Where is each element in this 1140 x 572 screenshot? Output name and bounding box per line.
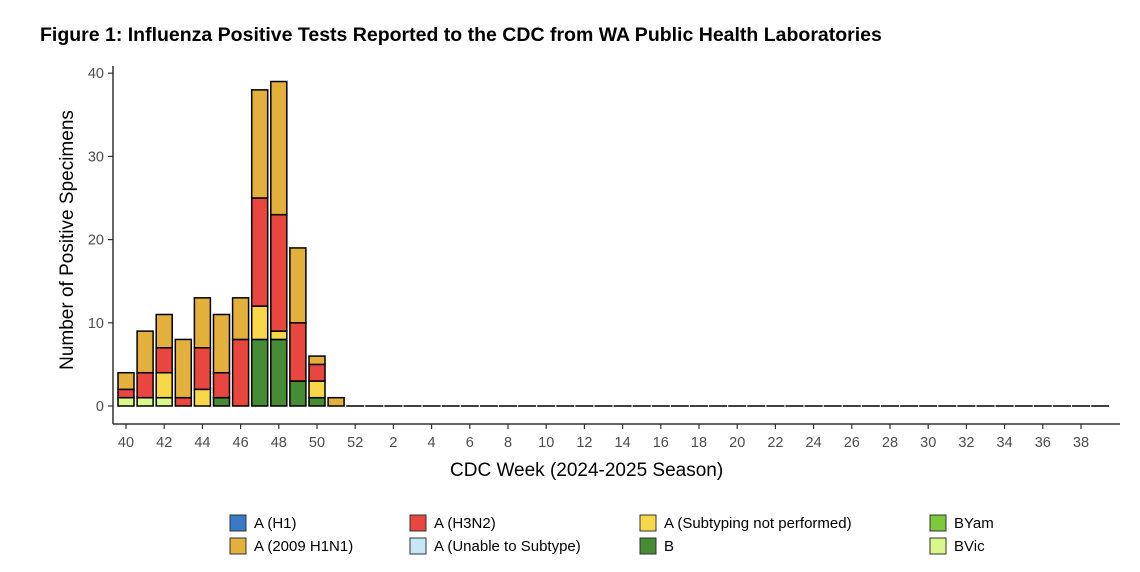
- x-tick-label: 46: [233, 435, 249, 451]
- x-tick-label: 40: [118, 435, 134, 451]
- bar-week-48-a-h3n2-: [270, 213, 288, 332]
- bar-week-51-a-2009-h1n1-: [327, 396, 345, 407]
- x-tick-label: 10: [538, 435, 554, 451]
- legend-label: BVic: [954, 538, 985, 555]
- chart-title: Figure 1: Influenza Positive Tests Repor…: [40, 24, 882, 46]
- x-tick-label: 4: [428, 435, 436, 451]
- bar-week-47-a-h3n2-: [250, 197, 269, 307]
- bar-week-50-a-subtyping-not-performed-: [308, 380, 326, 399]
- x-tick-label: 14: [615, 435, 631, 451]
- x-tick-label: 52: [347, 435, 363, 451]
- y-tick-label: 0: [96, 399, 104, 415]
- x-tick-label: 42: [156, 435, 172, 451]
- bars-layer: [117, 80, 1110, 407]
- legend-key-a-unable-to-subtype-: [409, 537, 427, 555]
- bar-week-49-a-h3n2-: [289, 322, 307, 382]
- x-tick-label: 2: [389, 435, 397, 451]
- x-tick-label: 16: [653, 435, 669, 451]
- x-tick-label: 44: [194, 435, 210, 451]
- x-tick-label: 20: [729, 435, 745, 451]
- y-tick-label: 40: [88, 66, 104, 82]
- y-tick-label: 30: [88, 149, 104, 165]
- legend-label: A (2009 H1N1): [254, 538, 353, 555]
- bar-week-50-a-h3n2-: [308, 363, 326, 382]
- x-tick-label: 26: [844, 435, 860, 451]
- bar-week-44-a-subtyping-not-performed-: [193, 388, 212, 407]
- x-tick-label: 18: [691, 435, 707, 451]
- x-tick-label: 28: [882, 435, 898, 451]
- bar-week-45-a-h3n2-: [212, 371, 231, 399]
- legend-label: A (Subtyping not performed): [664, 515, 852, 532]
- legend-key-byam: [929, 514, 947, 532]
- bar-week-48-b: [270, 338, 288, 407]
- bar-week-44-a-2009-h1n1-: [193, 297, 212, 349]
- y-tick-label: 10: [88, 316, 104, 332]
- bar-week-44-a-h3n2-: [193, 347, 212, 391]
- x-tick-label: 48: [271, 435, 287, 451]
- bar-week-45-b: [212, 396, 231, 407]
- bar-week-40-a-h3n2-: [117, 388, 135, 399]
- x-axis-label: CDC Week (2024-2025 Season): [450, 460, 723, 481]
- legend-key-a-h1-: [229, 514, 247, 532]
- x-tick-label: 50: [309, 435, 325, 451]
- bar-week-40-bvic: [117, 396, 135, 407]
- bar-week-46-a-2009-h1n1-: [231, 297, 250, 341]
- bar-week-46-a-h3n2-: [231, 338, 250, 407]
- bar-week-50-a-2009-h1n1-: [308, 355, 326, 366]
- bar-week-42-a-h3n2-: [155, 347, 173, 374]
- bar-week-43-a-h3n2-: [174, 396, 193, 407]
- x-tick-label: 30: [920, 435, 936, 451]
- bar-week-42-bvic: [155, 396, 173, 407]
- bar-week-40-a-2009-h1n1-: [117, 371, 135, 391]
- legend-key-bvic: [929, 537, 947, 555]
- legend-key-b: [639, 537, 657, 555]
- bar-week-45-a-2009-h1n1-: [212, 313, 231, 374]
- x-tick-label: 12: [576, 435, 592, 451]
- bar-week-47-a-2009-h1n1-: [250, 89, 269, 199]
- x-tick-label: 34: [997, 435, 1013, 451]
- bar-week-49-b: [289, 380, 307, 407]
- bar-week-42-a-2009-h1n1-: [155, 313, 173, 349]
- bar-week-47-a-subtyping-not-performed-: [250, 305, 269, 341]
- bar-week-50-b: [308, 396, 326, 407]
- x-tick-label: 8: [504, 435, 512, 451]
- legend: A (H1) A (2009 H1N1) A (H3N2) A (Unable to …: [229, 514, 994, 555]
- bar-week-47-b: [250, 338, 269, 407]
- y-axis-label: Number of Positive Specimens: [57, 110, 78, 370]
- bar-week-42-a-subtyping-not-performed-: [155, 371, 173, 399]
- x-tick-label: 6: [466, 435, 474, 451]
- legend-key-a-h3n2-: [409, 514, 427, 532]
- bar-week-41-a-2009-h1n1-: [136, 330, 154, 374]
- bar-week-41-bvic: [136, 396, 154, 407]
- legend-key-a-subtyping-not-performed-: [639, 514, 657, 532]
- x-tick-label: 22: [767, 435, 783, 451]
- legend-label: BYam: [954, 515, 994, 532]
- x-tick-label: 38: [1073, 435, 1089, 451]
- legend-label: A (Unable to Subtype): [434, 538, 581, 555]
- y-tick-label: 20: [88, 233, 104, 249]
- bar-week-48-a-2009-h1n1-: [270, 80, 288, 216]
- bar-week-43-a-2009-h1n1-: [174, 338, 193, 399]
- bar-week-49-a-2009-h1n1-: [289, 247, 307, 324]
- legend-key-a-2009-h1n1-: [229, 537, 247, 555]
- legend-label: A (H3N2): [434, 515, 496, 532]
- legend-label: B: [664, 538, 674, 555]
- bar-week-41-a-h3n2-: [136, 371, 154, 399]
- x-tick-label: 24: [806, 435, 822, 451]
- bar-week-48-a-subtyping-not-performed-: [270, 330, 288, 341]
- x-tick-label: 32: [958, 435, 974, 451]
- legend-label: A (H1): [254, 515, 297, 532]
- x-tick-label: 36: [1035, 435, 1051, 451]
